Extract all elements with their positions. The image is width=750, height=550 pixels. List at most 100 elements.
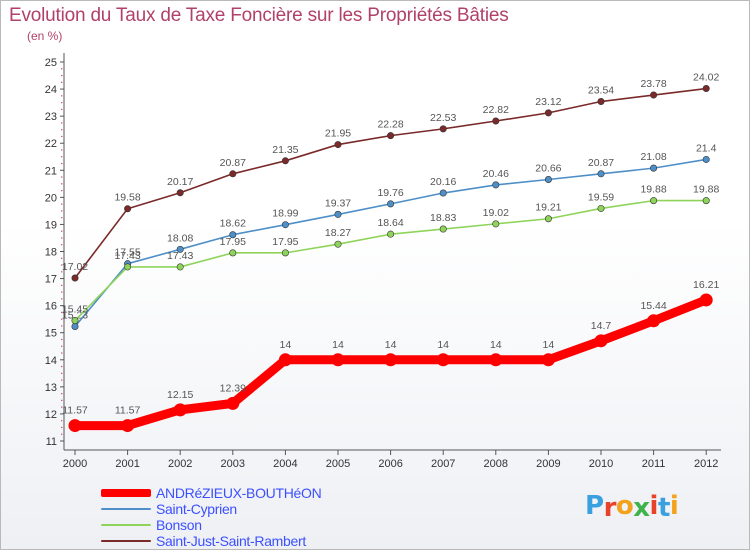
data-label: 21.35 xyxy=(272,144,298,156)
data-point xyxy=(334,210,342,218)
y-minor-tick xyxy=(61,365,63,368)
data-label: 19.58 xyxy=(114,192,140,204)
data-label: 14 xyxy=(543,339,555,351)
logo-letter: o xyxy=(615,491,634,521)
data-label: 23.78 xyxy=(640,78,666,90)
data-label: 19.59 xyxy=(588,191,614,203)
data-point xyxy=(650,164,658,172)
x-tick-label: 2003 xyxy=(221,458,245,470)
data-label: 18.62 xyxy=(220,218,246,230)
data-label: 19.76 xyxy=(377,187,403,199)
logo-letter: i xyxy=(669,491,679,521)
data-point xyxy=(124,263,132,271)
y-tick-label: 11 xyxy=(46,436,57,448)
legend-item: ANDRéZIEUX-BOUTHéON xyxy=(101,485,431,501)
data-point xyxy=(229,170,237,178)
data-point xyxy=(594,334,608,348)
data-label: 22.28 xyxy=(377,119,403,131)
data-label: 20.66 xyxy=(535,162,561,174)
data-label: 14 xyxy=(385,339,397,351)
y-minor-tick xyxy=(61,149,63,151)
x-tick-label: 2008 xyxy=(484,458,508,470)
y-minor-tick xyxy=(61,420,63,422)
data-point xyxy=(597,204,605,212)
data-label: 12.39 xyxy=(220,382,246,394)
y-minor-tick xyxy=(61,122,63,124)
data-label: 11.57 xyxy=(62,405,88,417)
data-point xyxy=(281,221,289,229)
legend-item: Saint-Cyprien xyxy=(101,501,431,517)
data-label: 17.43 xyxy=(167,250,193,262)
data-label: 17.95 xyxy=(272,236,298,248)
data-label: 14 xyxy=(490,339,502,351)
x-tick-label: 2004 xyxy=(273,458,297,470)
y-tick-label: 20 xyxy=(45,192,57,204)
data-label: 17.95 xyxy=(220,236,246,248)
data-point xyxy=(68,419,82,433)
data-label: 19.02 xyxy=(483,207,509,219)
data-label: 23.54 xyxy=(588,85,614,97)
logo-letter: P xyxy=(585,491,604,521)
data-label: 14 xyxy=(280,339,292,351)
y-minor-tick xyxy=(61,298,63,300)
data-point xyxy=(597,170,605,178)
y-minor-tick xyxy=(61,406,63,408)
data-label: 22.82 xyxy=(483,104,509,116)
data-point xyxy=(436,353,450,367)
chart-series: 15.23 17.55 18.08 18.62 18.99 19.37 19.76 20.16… xyxy=(62,72,719,433)
logo-letter: t xyxy=(657,493,670,523)
y-minor-tick xyxy=(61,108,63,110)
data-label: 18.64 xyxy=(377,217,403,229)
y-minor-tick xyxy=(61,95,63,97)
data-label: 14.7 xyxy=(591,320,612,332)
data-point xyxy=(229,249,237,257)
data-point xyxy=(492,181,500,189)
data-label: 24.02 xyxy=(693,72,719,84)
y-minor-tick xyxy=(61,338,63,341)
y-tick-label: 15 xyxy=(45,328,57,340)
chart-title: Evolution du Taux de Taxe Foncière sur l… xyxy=(9,5,509,26)
data-label: 22.53 xyxy=(430,112,456,124)
data-point xyxy=(334,141,342,149)
legend-swatch xyxy=(101,524,151,526)
data-point xyxy=(176,245,184,253)
y-minor-tick xyxy=(61,68,63,70)
y-minor-tick xyxy=(61,135,63,138)
logo-letter: r xyxy=(603,493,617,523)
y-minor-tick xyxy=(61,203,63,205)
y-tick-label: 16 xyxy=(45,301,57,313)
data-point xyxy=(176,263,184,271)
data-point xyxy=(699,293,713,307)
data-point xyxy=(439,189,447,197)
legend-swatch xyxy=(101,508,151,510)
y-minor-tick xyxy=(61,393,63,395)
y-minor-tick xyxy=(61,162,63,165)
x-tick-label: 2000 xyxy=(63,458,87,470)
data-point xyxy=(278,353,292,367)
legend-label: Bonson xyxy=(156,517,202,533)
data-label: 20.16 xyxy=(430,176,456,188)
y-minor-tick xyxy=(61,426,63,429)
y-tick-label: 21 xyxy=(45,165,57,177)
data-point xyxy=(650,91,658,99)
x-tick-label: 2001 xyxy=(115,458,139,470)
x-tick-label: 2012 xyxy=(694,458,718,470)
data-point xyxy=(121,419,135,433)
chart-legend: ANDRéZIEUX-BOUTHéON Saint-Cyprien Bonson Sa… xyxy=(101,485,431,549)
data-point xyxy=(229,231,237,239)
y-minor-tick xyxy=(61,372,63,374)
series-2: 15.45 17.43 17.43 17.95 17.95 18.27 18.64 18.83… xyxy=(62,184,719,325)
logo-letter: i xyxy=(649,491,659,521)
data-point xyxy=(71,322,79,330)
data-point xyxy=(647,314,661,328)
data-point xyxy=(439,225,447,233)
y-minor-tick xyxy=(61,74,63,77)
data-point xyxy=(439,125,447,133)
y-tick-label: 22 xyxy=(45,138,57,150)
data-point xyxy=(492,220,500,228)
data-point xyxy=(281,249,289,257)
chart-axes: 11 12 13 14 15 16 17 18 19 20 21 22 23 24 25 2000 2001 20… xyxy=(45,53,721,470)
legend-swatch xyxy=(101,489,151,497)
y-minor-tick xyxy=(61,318,63,320)
